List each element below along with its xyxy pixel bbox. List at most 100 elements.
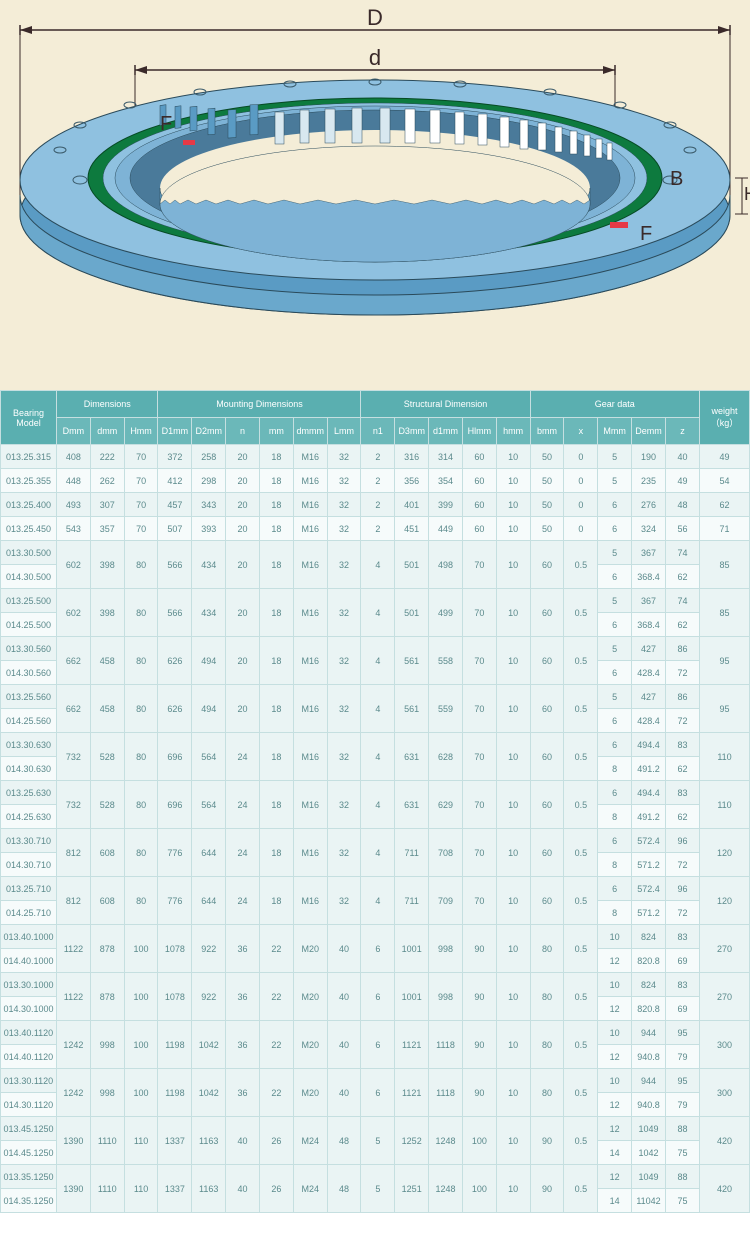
data-cell: 18 <box>259 589 293 637</box>
data-cell: 499 <box>429 589 463 637</box>
data-cell: 501 <box>395 589 429 637</box>
data-cell: 1198 <box>158 1021 192 1069</box>
data-cell: M16 <box>293 829 327 877</box>
data-cell: 70 <box>462 685 496 733</box>
data-cell: 6 <box>598 661 632 685</box>
data-cell: M20 <box>293 925 327 973</box>
data-cell: 631 <box>395 781 429 829</box>
data-cell: 95 <box>665 1021 699 1045</box>
data-cell: 998 <box>90 1021 124 1069</box>
data-cell: 1042 <box>192 1069 226 1117</box>
data-cell: 491.2 <box>632 805 666 829</box>
data-cell: 70 <box>462 589 496 637</box>
data-cell: 70 <box>462 637 496 685</box>
data-cell: 18 <box>259 445 293 469</box>
data-cell: 83 <box>665 925 699 949</box>
data-cell: 4 <box>361 781 395 829</box>
data-cell: 367 <box>632 541 666 565</box>
data-cell: 6 <box>598 565 632 589</box>
model-cell: 013.30.1120 <box>1 1069 57 1093</box>
data-cell: 32 <box>327 445 361 469</box>
data-cell: 60 <box>530 877 564 925</box>
data-cell: 10 <box>496 493 530 517</box>
data-cell: 457 <box>158 493 192 517</box>
data-cell: 427 <box>632 685 666 709</box>
data-cell: 4 <box>361 589 395 637</box>
table-row: 013.35.125013901110110133711634026M24485… <box>1 1165 750 1189</box>
data-cell: 6 <box>598 613 632 637</box>
data-cell: 0 <box>564 493 598 517</box>
data-cell: 644 <box>192 829 226 877</box>
data-cell: 434 <box>192 541 226 589</box>
data-cell: M16 <box>293 637 327 685</box>
data-cell: 80 <box>124 733 158 781</box>
data-cell: 6 <box>598 517 632 541</box>
data-cell: 36 <box>226 973 260 1021</box>
weight-cell: 120 <box>700 829 750 877</box>
table-row: 013.25.450543357705073932018M16322451449… <box>1 517 750 541</box>
data-cell: 10 <box>496 541 530 589</box>
model-cell: 013.30.710 <box>1 829 57 853</box>
data-cell: 100 <box>124 1021 158 1069</box>
data-cell: 631 <box>395 733 429 781</box>
data-cell: 732 <box>57 781 91 829</box>
model-cell: 014.30.560 <box>1 661 57 685</box>
data-cell: 314 <box>429 445 463 469</box>
data-cell: 18 <box>259 469 293 493</box>
data-cell: 40 <box>327 1069 361 1117</box>
data-cell: M16 <box>293 517 327 541</box>
sub-header: Demm <box>632 418 666 445</box>
data-cell: 4 <box>361 685 395 733</box>
data-cell: M16 <box>293 685 327 733</box>
sub-header: x <box>564 418 598 445</box>
dim-H-label: H <box>744 184 750 204</box>
weight-cell: 110 <box>700 781 750 829</box>
data-cell: 62 <box>665 565 699 589</box>
model-cell: 013.25.400 <box>1 493 57 517</box>
data-cell: 10 <box>496 1165 530 1213</box>
data-cell: 10 <box>496 685 530 733</box>
data-cell: 528 <box>90 733 124 781</box>
data-cell: 100 <box>462 1165 496 1213</box>
data-cell: 5 <box>598 685 632 709</box>
data-cell: 1337 <box>158 1165 192 1213</box>
data-cell: 75 <box>665 1141 699 1165</box>
data-cell: 83 <box>665 733 699 757</box>
data-cell: 8 <box>598 805 632 829</box>
data-cell: 5 <box>598 445 632 469</box>
data-cell: 74 <box>665 541 699 565</box>
data-cell: 0.5 <box>564 925 598 973</box>
data-cell: 80 <box>124 541 158 589</box>
data-cell: 307 <box>90 493 124 517</box>
data-cell: 90 <box>462 973 496 1021</box>
data-cell: 1118 <box>429 1069 463 1117</box>
sub-header: D1mm <box>158 418 192 445</box>
data-cell: 6 <box>361 1021 395 1069</box>
data-cell: 0 <box>564 445 598 469</box>
model-cell: 014.45.1250 <box>1 1141 57 1165</box>
data-cell: 0 <box>564 517 598 541</box>
data-cell: 1001 <box>395 973 429 1021</box>
data-cell: 412 <box>158 469 192 493</box>
data-cell: M16 <box>293 877 327 925</box>
data-cell: 812 <box>57 829 91 877</box>
data-cell: 110 <box>124 1117 158 1165</box>
data-cell: 776 <box>158 829 192 877</box>
data-cell: 10 <box>598 925 632 949</box>
data-cell: 0.5 <box>564 1165 598 1213</box>
data-cell: 258 <box>192 445 226 469</box>
data-cell: 566 <box>158 541 192 589</box>
data-cell: 22 <box>259 1069 293 1117</box>
data-cell: 507 <box>158 517 192 541</box>
data-cell: 70 <box>462 781 496 829</box>
data-cell: 60 <box>530 781 564 829</box>
data-cell: 36 <box>226 1069 260 1117</box>
data-cell: 6 <box>598 877 632 901</box>
data-cell: 4 <box>361 829 395 877</box>
data-cell: 493 <box>57 493 91 517</box>
data-cell: 72 <box>665 709 699 733</box>
data-cell: 20 <box>226 541 260 589</box>
data-cell: 1248 <box>429 1165 463 1213</box>
sub-header: dmm <box>90 418 124 445</box>
data-cell: M20 <box>293 1021 327 1069</box>
